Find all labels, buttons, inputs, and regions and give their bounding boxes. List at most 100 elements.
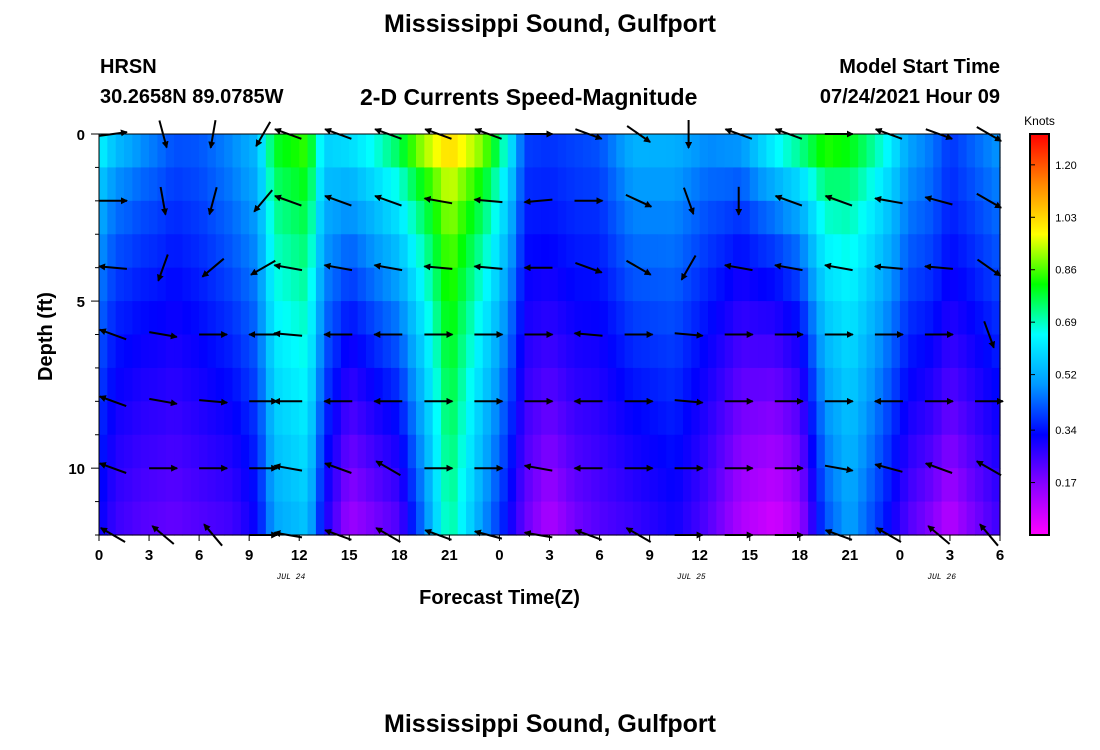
heatmap-cell [808,301,818,336]
heatmap-cell [949,301,959,336]
heatmap-cell [624,267,634,302]
heatmap-cell [682,167,692,202]
heatmap-cell [974,167,984,202]
heatmap-cell [657,301,667,336]
heatmap-cell [474,134,484,169]
heatmap-cell [949,167,959,202]
heatmap-cell [324,501,334,536]
heatmap-cell [532,367,542,402]
heatmap-cell [816,367,826,402]
heatmap-cell [908,434,918,469]
heatmap-cell [107,367,117,402]
current-vector-arrow [680,255,697,281]
heatmap-cell [474,334,484,369]
heatmap-cell [724,234,734,269]
heatmap-cell [390,234,400,269]
heatmap-cell [674,501,684,536]
heatmap-cell [207,468,217,503]
heatmap-cell [149,434,158,469]
heatmap-cell [666,267,676,302]
heatmap-cell [382,401,392,436]
heatmap-cell [824,367,834,402]
heatmap-cell [708,401,717,436]
current-vector-arrow [824,194,853,207]
heatmap-cell [758,501,767,536]
heatmap-cell [215,367,225,402]
heatmap-cell [924,434,934,469]
heatmap-cell [841,367,851,402]
heatmap-cell [449,234,459,269]
heatmap-cell [841,301,851,336]
heatmap-cell [299,200,309,235]
heatmap-cell [407,401,417,436]
heatmap-cell [582,401,592,436]
heatmap-cell [682,200,692,235]
heatmap-cell [157,334,167,369]
heatmap-cell [958,200,968,235]
heatmap-cell [858,401,868,436]
heatmap-cell [733,167,742,202]
heatmap-cell [357,200,367,235]
x-tick-label: 21 [441,547,458,564]
heatmap-cell [983,234,993,269]
heatmap-cell [382,267,392,302]
heatmap-cell [224,367,234,402]
heatmap-cell [916,367,926,402]
heatmap-cell [232,234,242,269]
heatmap-cell [716,301,726,336]
heatmap-cell [949,401,959,436]
heatmap-cell [682,234,692,269]
heatmap-cell [657,267,667,302]
heatmap-cell [324,167,334,202]
heatmap-cell [891,401,901,436]
heatmap-cell [749,334,759,369]
heatmap-cell [549,468,559,503]
heatmap-cell [140,267,150,302]
heatmap-cell [190,401,200,436]
heatmap-cell [866,167,876,202]
plot-title: 2-D Currents Speed-Magnitude [360,84,698,110]
heatmap-cell [591,267,601,302]
heatmap-cell [891,468,901,503]
heatmap-cell [833,367,843,402]
heatmap-cell [99,134,108,169]
heatmap-cell [107,134,117,169]
heatmap-cell [190,501,200,536]
heatmap-cell [966,234,976,269]
heatmap-cell [933,334,943,369]
heatmap-cell [899,367,909,402]
heatmap-cell [432,367,442,402]
heatmap-cell [390,200,400,235]
heatmap-cell [199,134,209,169]
heatmap-cell [516,167,526,202]
heatmap-cell [416,401,425,436]
heatmap-cell [516,501,526,536]
heatmap-cell [974,234,984,269]
heatmap-cell [457,234,467,269]
heatmap-cell [983,434,993,469]
heatmap-cell [574,367,584,402]
x-tick-label: 12 [291,547,308,564]
heatmap-cell [340,401,350,436]
heatmap-cell [315,134,325,169]
heatmap-cell [733,401,742,436]
heatmap-cell [591,334,601,369]
heatmap-cell [499,167,509,202]
heatmap-cell [315,468,325,503]
heatmap-cell [591,434,601,469]
heatmap-cell [532,301,542,336]
heatmap-cell [808,401,818,436]
heatmap-cell [557,468,567,503]
y-tick-label: 10 [68,461,85,478]
heatmap-cell [507,200,517,235]
heatmap-cell [207,367,217,402]
heatmap-cell [841,200,851,235]
heatmap-cell [908,501,918,536]
heatmap-cell [149,234,158,269]
heatmap-cell [858,367,868,402]
heatmap-cell [916,468,926,503]
heatmap-cell [524,501,534,536]
heatmap-cell [833,334,843,369]
heatmap-cell [783,501,793,536]
heatmap-cell [115,401,125,436]
